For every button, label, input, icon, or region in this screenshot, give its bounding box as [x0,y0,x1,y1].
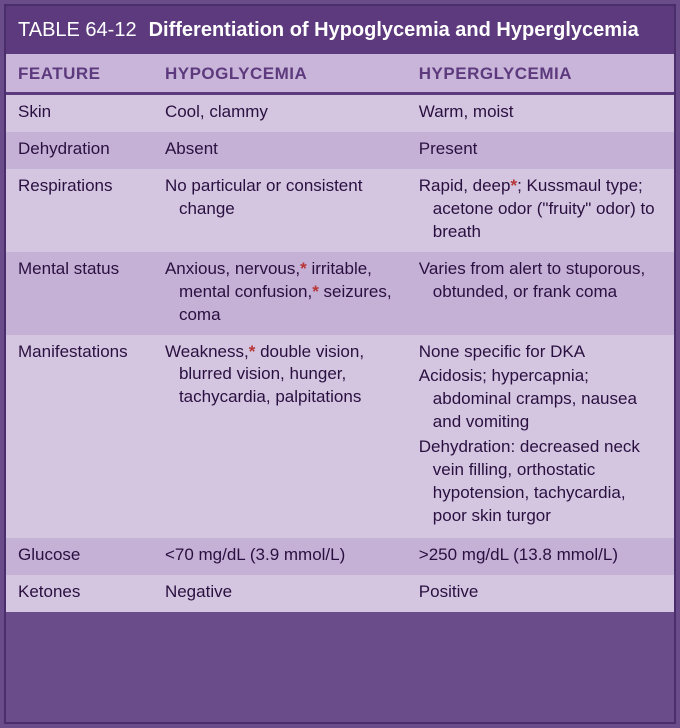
feature-cell: Ketones [6,575,153,612]
hyper-cell: Warm, moist [407,94,674,132]
table-body: SkinCool, clammyWarm, moistDehydrationAb… [6,94,674,612]
table-number: TABLE 64-12 [18,19,137,41]
feature-cell: Mental status [6,252,153,335]
table-row: Glucose<70 mg/dL (3.9 mmol/L)>250 mg/dL … [6,538,674,575]
col-header-hypo: HYPOGLYCEMIA [153,54,407,94]
table-row: RespirationsNo particular or consistent … [6,169,674,252]
feature-cell: Manifestations [6,335,153,539]
hyper-cell: Rapid, deep*; Kussmaul type; acetone odo… [407,169,674,252]
hyper-cell: None specific for DKAAcidosis; hypercapn… [407,335,674,539]
table-row: KetonesNegativePositive [6,575,674,612]
table-row: SkinCool, clammyWarm, moist [6,94,674,132]
hypo-cell: Absent [153,132,407,169]
comparison-table: FEATURE HYPOGLYCEMIA HYPERGLYCEMIA SkinC… [6,54,674,612]
hyper-cell: Positive [407,575,674,612]
hyper-cell: Present [407,132,674,169]
col-header-feature: FEATURE [6,54,153,94]
table-title-text: Differentiation of Hypoglycemia and Hype… [149,19,639,41]
feature-cell: Respirations [6,169,153,252]
feature-cell: Dehydration [6,132,153,169]
hypo-cell: Anxious, nervous,* irritable, mental con… [153,252,407,335]
hypo-cell: No particular or consistent change [153,169,407,252]
table-row: DehydrationAbsentPresent [6,132,674,169]
feature-cell: Glucose [6,538,153,575]
table-row: Mental statusAnxious, nervous,* irritabl… [6,252,674,335]
hypo-cell: Weakness,* double vision, blurred vision… [153,335,407,539]
header-row: FEATURE HYPOGLYCEMIA HYPERGLYCEMIA [6,54,674,94]
hypo-cell: Negative [153,575,407,612]
table-title-bar: TABLE 64-12 Differentiation of Hypoglycem… [6,6,674,54]
hypo-cell: <70 mg/dL (3.9 mmol/L) [153,538,407,575]
table-row: ManifestationsWeakness,* double vision, … [6,335,674,539]
hyper-cell: Varies from alert to stuporous, obtunded… [407,252,674,335]
medical-table-container: TABLE 64-12 Differentiation of Hypoglycem… [4,4,676,724]
hyper-cell: >250 mg/dL (13.8 mmol/L) [407,538,674,575]
col-header-hyper: HYPERGLYCEMIA [407,54,674,94]
feature-cell: Skin [6,94,153,132]
hypo-cell: Cool, clammy [153,94,407,132]
